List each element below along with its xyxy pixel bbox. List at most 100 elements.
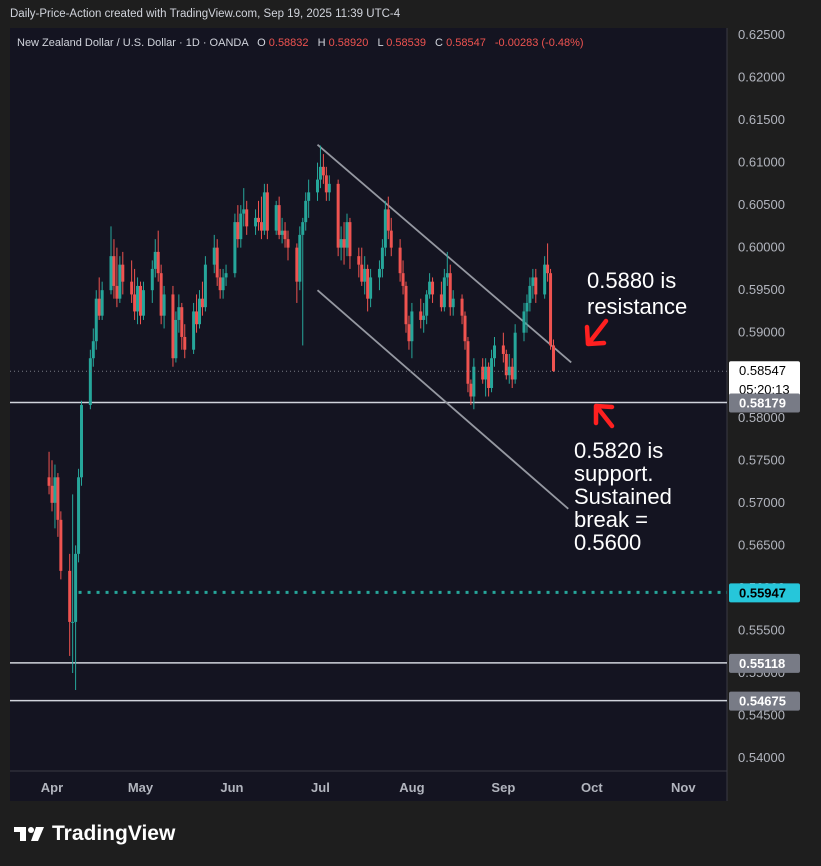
- candle-body: [348, 222, 352, 257]
- candle: [316, 162, 319, 201]
- level-badge-target: 0.55947: [729, 583, 800, 603]
- x-tick-label: Nov: [671, 780, 696, 795]
- level-badge-label: 0.58179: [739, 396, 786, 411]
- candle: [342, 222, 346, 265]
- candle: [401, 260, 405, 295]
- candle-body: [224, 273, 228, 278]
- candle: [307, 179, 311, 218]
- candle-body: [327, 183, 331, 193]
- candle: [549, 268, 553, 350]
- candle-body: [198, 298, 201, 325]
- candle: [109, 226, 113, 295]
- resistance-arrow: [584, 318, 609, 347]
- candle: [94, 290, 98, 350]
- candle-body: [369, 277, 373, 299]
- candle-body: [141, 290, 145, 316]
- candle-body: [422, 315, 426, 320]
- candle: [47, 451, 51, 495]
- candle-body: [366, 268, 370, 299]
- candle: [183, 324, 187, 359]
- countdown-label: 05:20:13: [739, 382, 790, 397]
- candle-body: [466, 341, 470, 384]
- candle-body: [221, 277, 225, 291]
- plot-area: [10, 28, 727, 801]
- y-tick-label: 0.57000: [738, 495, 785, 510]
- candle: [552, 339, 555, 372]
- candle-body: [345, 222, 349, 248]
- candle: [115, 247, 119, 308]
- tradingview-logo[interactable]: TradingView: [12, 822, 175, 846]
- candle: [136, 277, 140, 325]
- legend-l-label: L: [377, 37, 383, 49]
- candle-body: [304, 200, 308, 223]
- candle-body: [363, 268, 367, 282]
- candle: [286, 230, 290, 261]
- candle: [195, 294, 199, 333]
- candle-body: [88, 358, 92, 406]
- x-tick-label: Jun: [220, 780, 243, 795]
- candle-body: [212, 247, 216, 265]
- y-tick-label: 0.60000: [738, 240, 785, 255]
- candle-body: [180, 307, 184, 337]
- candle-body: [53, 477, 57, 503]
- candle-body: [377, 268, 381, 278]
- candle-body: [177, 307, 181, 320]
- candle-body: [301, 222, 305, 235]
- legend: New Zealand Dollar / U.S. Dollar · 1D · …: [17, 37, 584, 49]
- candle-body: [215, 247, 219, 278]
- candle: [180, 302, 184, 350]
- annotation-support-line-1: 0.5820 is: [574, 438, 663, 463]
- candle: [398, 239, 402, 282]
- candle: [53, 464, 57, 529]
- candle: [513, 324, 517, 384]
- candle: [242, 188, 246, 227]
- candle: [280, 217, 284, 244]
- candle-body: [298, 234, 302, 282]
- candle-body: [150, 268, 154, 291]
- candle-body: [283, 230, 287, 240]
- candle: [448, 264, 452, 316]
- candle: [212, 234, 216, 274]
- candle: [425, 290, 429, 325]
- candle-body: [56, 477, 60, 520]
- legend-o-value: 0.58832: [269, 37, 309, 49]
- candle: [56, 473, 60, 537]
- candle-body: [74, 553, 78, 622]
- candle-body: [543, 264, 547, 295]
- level-badge-low-1: 0.55118: [729, 653, 800, 673]
- candle: [377, 260, 381, 291]
- trendline-lower: [316, 289, 569, 510]
- candle-body: [112, 256, 116, 286]
- x-tick-label: Sep: [491, 780, 515, 795]
- candle: [522, 302, 526, 342]
- candle: [141, 281, 145, 320]
- candle-body: [115, 285, 119, 299]
- annotation-support-line-5: 0.5600: [574, 530, 641, 555]
- candle-body: [100, 290, 104, 316]
- candle-body: [59, 519, 63, 571]
- candle: [245, 200, 249, 235]
- candle-body: [380, 247, 384, 269]
- tradingview-wordmark: TradingView: [52, 822, 176, 845]
- candle: [200, 281, 204, 316]
- candle-body: [339, 239, 343, 248]
- candle-body: [451, 298, 455, 308]
- candle-body: [510, 366, 514, 380]
- level-badge-bg: [729, 583, 800, 603]
- candle: [469, 379, 473, 406]
- candle: [68, 553, 72, 656]
- candle: [383, 200, 387, 257]
- candle: [380, 239, 384, 278]
- candle-body: [407, 324, 411, 342]
- candle-body: [318, 166, 322, 180]
- candle-body: [47, 477, 51, 486]
- candle: [77, 468, 81, 563]
- candle: [71, 494, 75, 673]
- candle: [466, 336, 470, 393]
- candle-body: [280, 230, 284, 235]
- legend-change: -0.00283 (-0.48%): [495, 37, 584, 49]
- candle-body: [130, 281, 134, 295]
- candle: [321, 154, 325, 184]
- candle-body: [386, 209, 390, 231]
